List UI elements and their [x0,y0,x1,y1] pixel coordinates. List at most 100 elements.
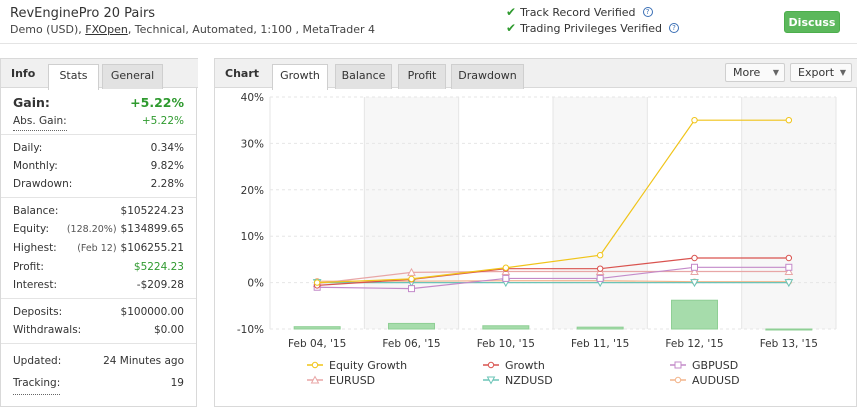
x-tick-label: Feb 11, '15 [571,338,629,350]
series-point [407,267,416,276]
series-point [313,279,321,286]
monthly-row: Monthly: 9.82% [13,157,184,175]
more-dropdown[interactable]: More ▼ [725,63,785,82]
stats-list: Gain: +5.22% Abs. Gain: +5.22% Daily: 0.3… [1,88,196,399]
chart-label: Chart [225,67,260,80]
broker-link[interactable]: FXOpen [85,23,128,36]
profit-value: $5224.23 [133,261,184,273]
x-tick-label: Feb 13, '15 [760,338,818,350]
chevron-down-icon: ▼ [839,68,846,77]
equity-label: Equity: [13,223,49,235]
legend-label[interactable]: Equity Growth [329,359,407,372]
withdrawals-label: Withdrawals: [13,324,82,336]
highest-row: Highest: (Feb 12) $106255.21 [13,239,184,258]
chart-band [741,97,836,329]
info-panel: Info Stats General Gain: +5.22% Abs. Gai… [0,58,198,407]
legend-label[interactable]: GBPUSD [692,359,738,372]
tracking-link[interactable]: Tracking: [13,372,61,395]
y-tick-label: 0% [247,278,264,290]
tracking-row: Tracking: 19 [13,372,184,395]
x-tick-label: Feb 10, '15 [477,338,535,350]
withdrawals-value: $0.00 [153,324,184,336]
deposits-row: Deposits: $100000.00 [13,303,184,321]
account-details: , Technical, Automated, 1:100 , MetaTrad… [127,23,375,36]
series-line [317,280,789,283]
highest-label: Highest: [13,242,57,254]
export-dropdown[interactable]: Export ▼ [790,63,852,82]
drawdown-value: 2.28% [150,178,184,190]
chart-panel: Chart Growth Balance Profit Drawdown Mor… [214,58,857,407]
info-tabbar: Info Stats General [1,58,198,90]
updated-row: Updated: 24 Minutes ago [13,350,184,372]
legend-marker [311,361,319,369]
series-point [690,266,699,275]
series-point [408,285,415,293]
equity-row: Equity: (128.20%) $134899.65 [13,220,184,239]
deposits-value: $100000.00 [120,306,184,318]
gain-value: +5.22% [130,95,184,110]
account-type: Demo (USD), [10,23,82,36]
highest-note: (Feb 12) [77,243,117,254]
trading-privileges-label: Trading Privileges Verified [520,21,662,35]
legend-marker [487,361,495,369]
profit-label: Profit: [13,261,44,273]
monthly-value: 9.82% [150,160,184,172]
x-tick-label: Feb 04, '15 [288,338,346,350]
daily-value: 0.34% [150,142,184,154]
equity-value: $134899.65 [120,223,184,235]
series-line [317,266,789,290]
check-icon: ✔ [506,5,517,19]
abs-gain-label[interactable]: Abs. Gain: [13,112,67,131]
balance-label: Balance: [13,205,59,217]
series-point [596,274,604,282]
equity-note: (128.20%) [66,224,117,235]
account-header: RevEnginePro 20 Pairs Demo (USD), FXOpen… [0,0,857,44]
x-tick-label: Feb 06, '15 [382,338,440,350]
gain-row: Gain: +5.22% [13,94,184,112]
withdrawals-row: Withdrawals: $0.00 [13,321,184,339]
tab-balance[interactable]: Balance [335,64,392,89]
system-title: RevEnginePro 20 Pairs [10,6,156,21]
drawdown-bar [765,328,813,331]
legend-label[interactable]: NZDUSD [505,374,553,387]
series-point [691,263,698,271]
abs-gain-value: +5.22% [141,115,184,127]
balance-value: $105224.23 [120,205,184,217]
series-point [785,263,793,271]
legend-marker [486,376,496,385]
series-line [317,270,789,285]
series-point [691,117,698,124]
legend-label[interactable]: AUDUSD [692,374,740,387]
system-subtitle: Demo (USD), FXOpen, Technical, Automated… [10,23,375,36]
legend-label[interactable]: Growth [505,359,545,372]
updated-value: 24 Minutes ago [103,355,184,367]
tab-profit[interactable]: Profit [398,64,446,89]
tab-general[interactable]: General [102,64,163,89]
help-icon[interactable]: ? [642,7,653,17]
series-line [317,257,789,286]
track-record-verified: ✔ Track Record Verified ? [506,5,653,19]
drawdown-bar [388,322,435,330]
daily-label: Daily: [13,142,43,154]
discuss-button[interactable]: Discuss [784,11,840,33]
series-point [690,279,699,288]
series-point [784,266,794,275]
interest-label: Interest: [13,279,57,291]
y-tick-label: 40% [241,92,264,104]
tracking-value: 19 [170,377,184,389]
series-point [502,274,510,282]
tab-stats[interactable]: Stats [48,64,99,90]
chevron-down-icon: ▼ [772,68,779,77]
highest-value: $106255.21 [120,242,184,254]
help-icon[interactable]: ? [669,23,679,33]
drawdown-bar [293,326,341,330]
chart-band [553,97,648,329]
y-tick-label: 10% [241,231,264,243]
tab-growth[interactable]: Growth [272,64,328,90]
balance-row: Balance: $105224.23 [13,202,184,220]
tab-drawdown[interactable]: Drawdown [451,64,524,89]
legend-marker [674,376,682,384]
check-icon: ✔ [506,21,517,35]
legend-label[interactable]: EURUSD [329,374,375,387]
export-label: Export [798,66,835,79]
